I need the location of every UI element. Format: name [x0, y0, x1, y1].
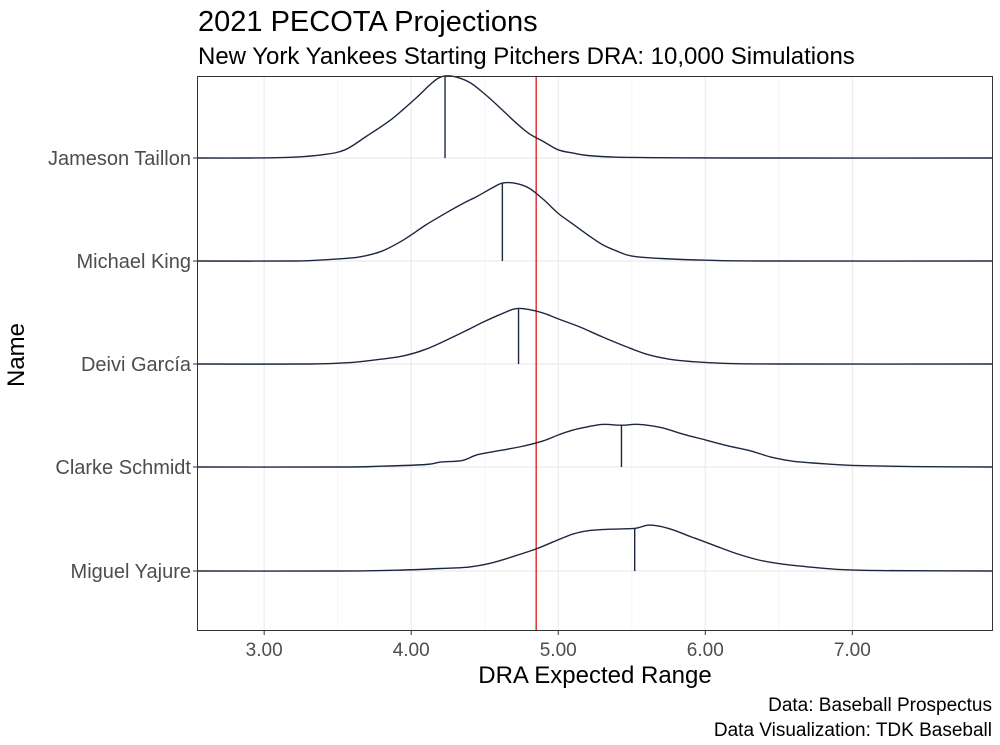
- density-curve: [197, 423, 993, 468]
- y-tick-label: Deivi García: [81, 354, 192, 376]
- chart-title: 2021 PECOTA Projections: [198, 6, 538, 38]
- y-tick-label: Jameson Taillon: [48, 148, 191, 170]
- ridge-clarke-schmidt: [197, 423, 993, 468]
- y-tick-labels: Jameson Taillon Michael King Deivi García C…: [48, 148, 198, 583]
- y-tick-label: Michael King: [76, 251, 191, 273]
- y-axis-title: Name: [3, 323, 30, 387]
- y-tick-label: Miguel Yajure: [71, 561, 191, 583]
- density-curve: [197, 181, 993, 262]
- x-tick-labels: 3.00 4.00 5.00 6.00 7.00: [246, 630, 871, 661]
- ridge-miguel-yajure: [197, 524, 993, 572]
- caption-source: Data: Baseball Prospectus: [768, 695, 992, 716]
- x-tick-label: 4.00: [393, 640, 430, 661]
- ridge-jameson-taillon: [197, 75, 993, 159]
- density-curve: [197, 75, 993, 159]
- chart-subtitle: New York Yankees Starting Pitchers DRA: …: [198, 43, 855, 70]
- caption-credit: Data Visualization: TDK Baseball: [714, 720, 992, 741]
- x-tick-label: 6.00: [687, 640, 724, 661]
- x-tick-label: 3.00: [246, 640, 283, 661]
- density-curve: [197, 524, 993, 572]
- x-axis-title: DRA Expected Range: [478, 662, 711, 689]
- y-tick-label: Clarke Schmidt: [55, 457, 191, 479]
- panel-border: [197, 76, 993, 631]
- x-tick-label: 7.00: [834, 640, 871, 661]
- density-ridges: [197, 75, 993, 572]
- density-curve: [197, 307, 993, 365]
- grid-lines: [198, 77, 992, 630]
- ridge-michael-king: [197, 181, 993, 262]
- ridge-deivi-garc-a: [197, 307, 993, 365]
- x-tick-label: 5.00: [540, 640, 577, 661]
